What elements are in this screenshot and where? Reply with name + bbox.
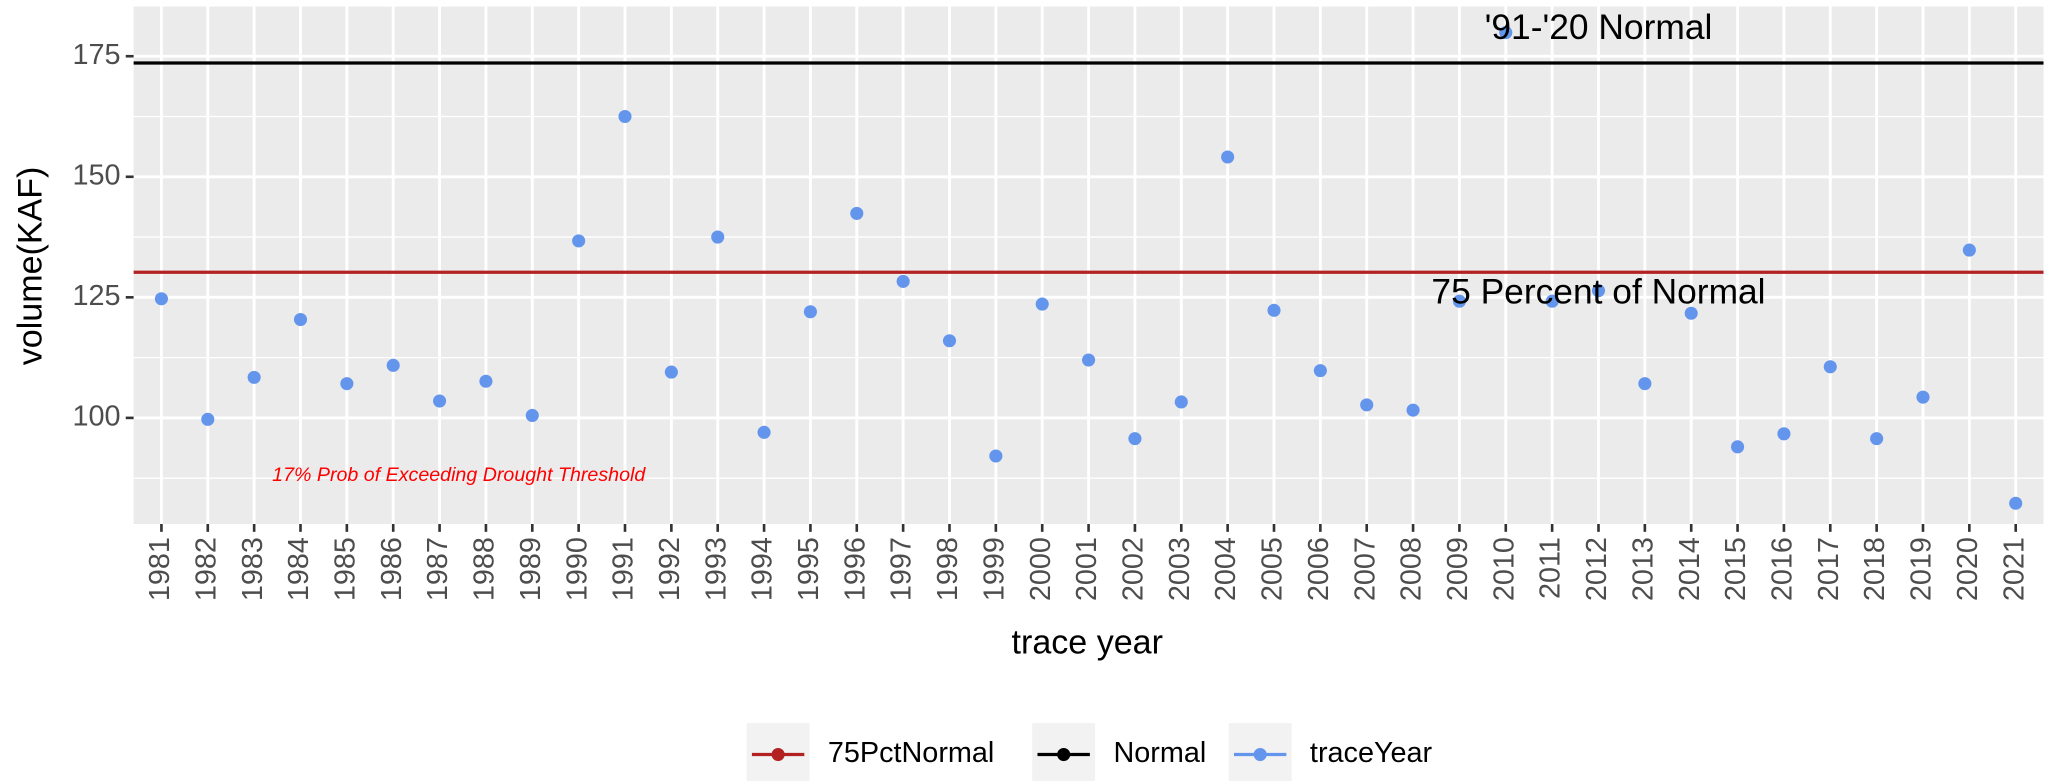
x-tick-label: 1983 bbox=[237, 537, 269, 601]
x-tick-label: 1988 bbox=[469, 537, 501, 601]
x-tick-label: 2019 bbox=[1906, 537, 1938, 601]
y-tick-label: 100 bbox=[72, 401, 120, 433]
x-tick-label: 1982 bbox=[190, 537, 222, 601]
x-tick-label: 1990 bbox=[561, 537, 593, 601]
point bbox=[1916, 390, 1930, 404]
x-axis-title: trace year bbox=[1012, 623, 1163, 661]
point bbox=[1313, 364, 1327, 378]
point bbox=[757, 425, 771, 439]
point bbox=[572, 234, 586, 248]
point bbox=[525, 408, 539, 423]
point bbox=[942, 334, 957, 348]
point bbox=[247, 370, 261, 384]
x-tick-label: 1997 bbox=[886, 537, 918, 601]
y-tick-label: 125 bbox=[72, 280, 120, 312]
point bbox=[1545, 294, 1559, 308]
x-tick-label: 2013 bbox=[1627, 537, 1659, 601]
x-tick-label: 1991 bbox=[608, 537, 640, 601]
annotation: '91-'20 Normal bbox=[1485, 8, 1713, 47]
point bbox=[386, 358, 400, 372]
x-tick-label: 2005 bbox=[1257, 537, 1289, 601]
x-tick-label: 2012 bbox=[1581, 537, 1613, 601]
point bbox=[1174, 395, 1188, 409]
x-tick-label: 1994 bbox=[747, 537, 779, 601]
point bbox=[989, 449, 1003, 463]
x-tick-label: 1996 bbox=[839, 537, 871, 601]
x-tick-label: 2020 bbox=[1952, 537, 1984, 601]
point bbox=[1870, 432, 1884, 446]
point bbox=[896, 274, 910, 288]
x-tick-label: 2014 bbox=[1674, 537, 1706, 601]
point bbox=[1128, 432, 1142, 446]
point bbox=[664, 365, 678, 379]
x-tick-label: 2010 bbox=[1488, 537, 1520, 601]
x-tick-label: 1986 bbox=[376, 537, 408, 601]
y-axis-title: volume(KAF) bbox=[12, 167, 50, 366]
point bbox=[1684, 306, 1698, 320]
x-tick-label: 2000 bbox=[1025, 537, 1057, 601]
point bbox=[1452, 294, 1466, 308]
x-tick-label: 2001 bbox=[1071, 537, 1103, 601]
x-tick-label: 2015 bbox=[1720, 537, 1752, 601]
point bbox=[1360, 398, 1374, 412]
annotation: 17% Prob of Exceeding Drought Threshold bbox=[272, 464, 646, 486]
x-tick-label: 2016 bbox=[1767, 537, 1799, 601]
point bbox=[1499, 26, 1513, 40]
point bbox=[850, 206, 864, 220]
legend-label: 75PctNormal bbox=[828, 737, 994, 769]
point bbox=[1035, 297, 1049, 311]
x-tick-label: 2002 bbox=[1118, 537, 1150, 601]
point bbox=[2009, 496, 2023, 510]
point bbox=[154, 292, 168, 306]
point bbox=[1638, 377, 1652, 391]
legend-dot bbox=[1253, 747, 1267, 762]
point bbox=[1591, 284, 1606, 298]
x-tick-label: 1999 bbox=[978, 537, 1010, 601]
point bbox=[340, 377, 354, 391]
point bbox=[1267, 303, 1281, 317]
x-tick-label: 1981 bbox=[144, 537, 176, 601]
x-tick-label: 1985 bbox=[329, 537, 361, 601]
x-tick-label: 2018 bbox=[1859, 537, 1891, 601]
point bbox=[1962, 243, 1976, 257]
point bbox=[711, 230, 725, 244]
point bbox=[433, 394, 447, 408]
legend-dot bbox=[1057, 747, 1071, 762]
point bbox=[1731, 440, 1745, 454]
point bbox=[479, 374, 493, 388]
x-tick-label: 2009 bbox=[1442, 537, 1474, 601]
x-tick-label: 1993 bbox=[700, 537, 732, 601]
x-tick-label: 2011 bbox=[1535, 537, 1567, 599]
x-tick-label: 1998 bbox=[932, 537, 964, 601]
point bbox=[1221, 150, 1235, 164]
x-tick-label: 1995 bbox=[793, 537, 825, 601]
point bbox=[1823, 360, 1837, 374]
y-tick-label: 150 bbox=[72, 159, 120, 191]
point bbox=[803, 305, 817, 319]
x-tick-label: 1989 bbox=[515, 537, 547, 601]
x-tick-label: 2004 bbox=[1210, 537, 1242, 601]
x-tick-label: 2017 bbox=[1813, 537, 1845, 601]
legend-label: Normal bbox=[1113, 737, 1206, 769]
point bbox=[1082, 353, 1096, 367]
x-tick-label: 1987 bbox=[422, 537, 454, 601]
x-tick-label: 2021 bbox=[1998, 537, 2030, 601]
x-tick-label: 2006 bbox=[1303, 537, 1335, 601]
point bbox=[201, 412, 215, 426]
x-tick-label: 1992 bbox=[654, 537, 686, 601]
point bbox=[1777, 427, 1791, 441]
x-tick-label: 2008 bbox=[1396, 537, 1428, 601]
x-tick-label: 2003 bbox=[1164, 537, 1196, 601]
x-tick-label: 2007 bbox=[1349, 537, 1381, 601]
legend-label: traceYear bbox=[1310, 737, 1433, 769]
point bbox=[1406, 403, 1420, 417]
legend-dot bbox=[771, 747, 785, 762]
point bbox=[618, 109, 632, 124]
annotation: 75 Percent of Normal bbox=[1431, 272, 1765, 311]
x-tick-label: 1984 bbox=[283, 537, 315, 601]
y-tick-label: 175 bbox=[72, 39, 120, 71]
point bbox=[293, 312, 308, 327]
